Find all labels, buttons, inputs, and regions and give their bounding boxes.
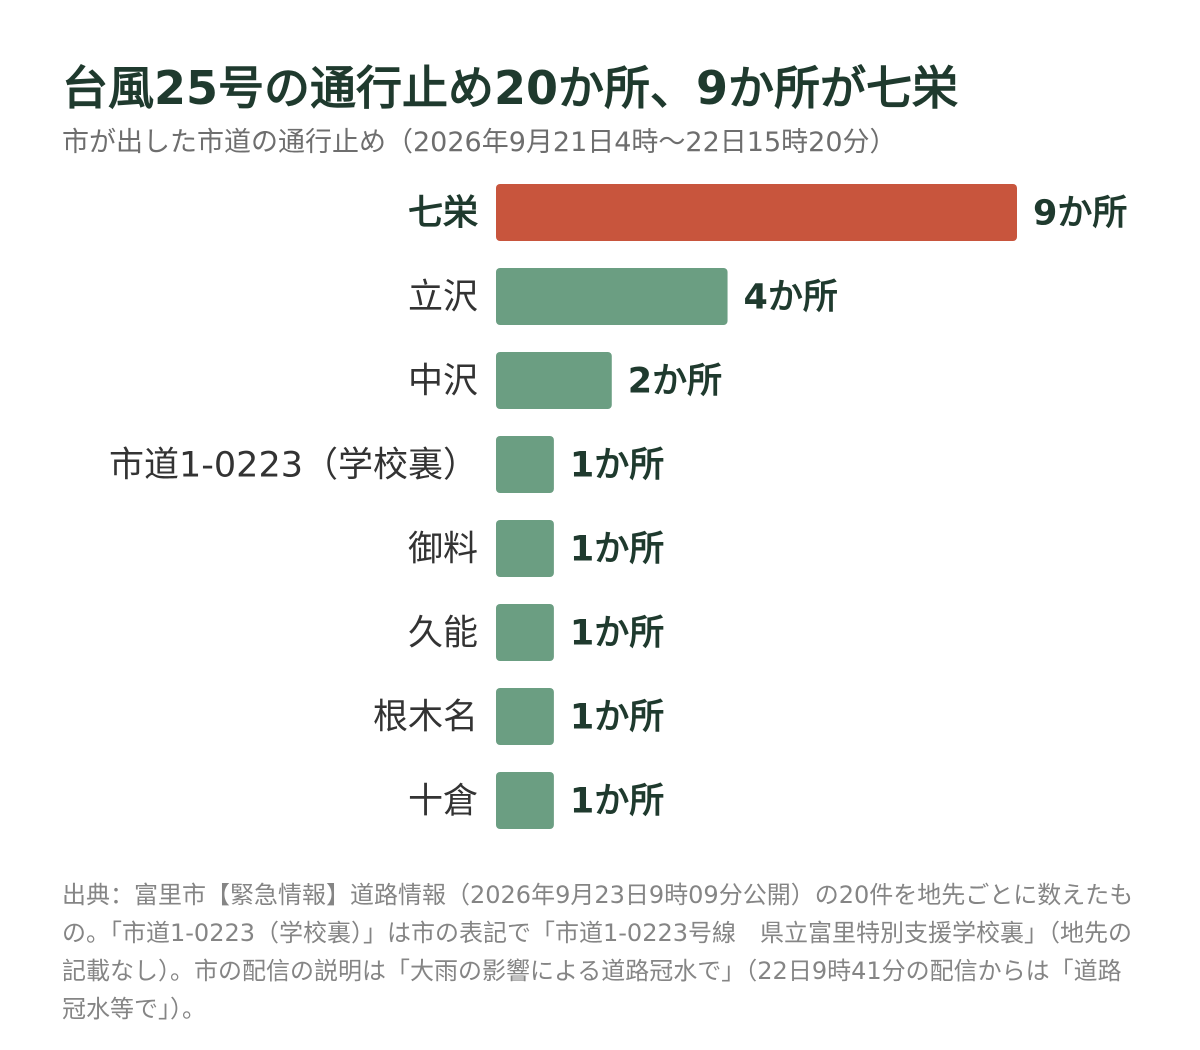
bar-4	[496, 520, 554, 577]
bar-6	[496, 688, 554, 745]
bar-7	[496, 772, 554, 829]
value-label: 1か所	[570, 698, 664, 738]
chart-subtitle: 市が出した市道の通行止め（2026年9月21日4時〜22日15時20分）	[62, 127, 897, 158]
category-label: 十倉	[408, 782, 478, 822]
bar-5	[496, 604, 554, 661]
category-label: 御料	[408, 530, 478, 570]
value-label: 2か所	[628, 362, 722, 402]
category-label: 久能	[408, 614, 478, 654]
source-note: 出典：富里市【緊急情報】道路情報（2026年9月23日9時09分公開）の20件を…	[62, 881, 1134, 1023]
chart-title: 台風25号の通行止め20か所、9か所が七栄	[62, 61, 959, 115]
value-label: 4か所	[744, 278, 838, 318]
value-label: 1か所	[570, 614, 664, 654]
value-label: 9か所	[1033, 194, 1127, 234]
bar-0	[496, 184, 1017, 241]
category-label: 市道1-0223（学校裏）	[109, 446, 478, 486]
value-label: 1か所	[570, 782, 664, 822]
category-label: 中沢	[408, 362, 478, 402]
category-label: 七栄	[408, 194, 478, 234]
bar-3	[496, 436, 554, 493]
value-label: 1か所	[570, 530, 664, 570]
bar-1	[496, 268, 728, 325]
value-label: 1か所	[570, 446, 664, 486]
category-label: 根木名	[373, 698, 478, 738]
category-label: 立沢	[408, 278, 478, 318]
bar-2	[496, 352, 612, 409]
